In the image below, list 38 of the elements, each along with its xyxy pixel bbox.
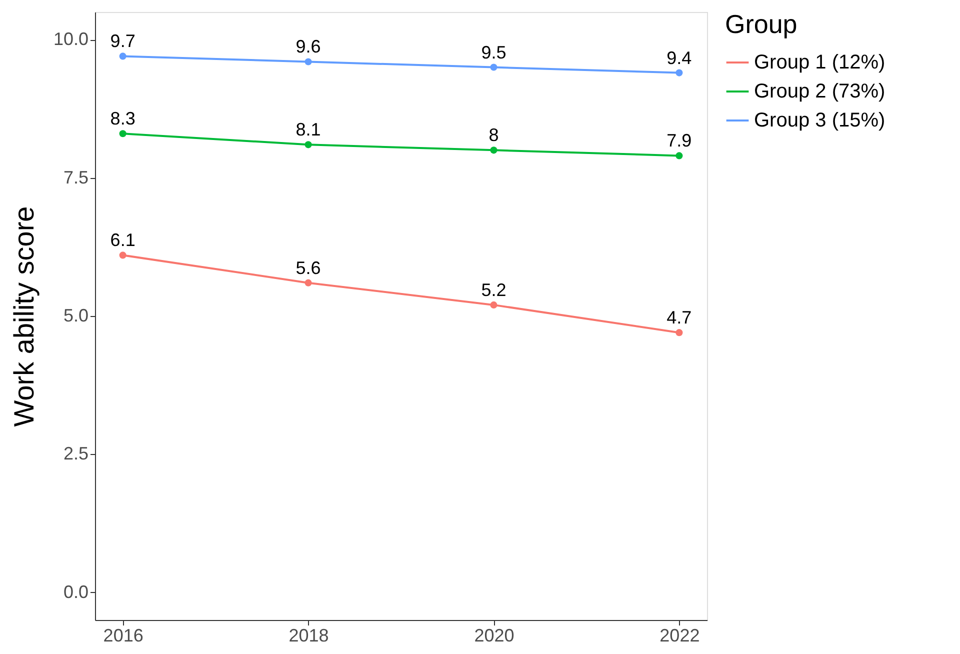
y-tick-label: 0.0 xyxy=(63,582,88,602)
data-label: 6.1 xyxy=(110,230,136,250)
data-label: 9.6 xyxy=(296,36,321,57)
y-axis-title: Work ability score xyxy=(8,206,40,427)
point xyxy=(676,69,683,76)
x-tick-label: 2022 xyxy=(660,626,700,646)
x-tick-label: 2016 xyxy=(103,626,144,646)
point xyxy=(304,279,312,286)
data-label: 8.1 xyxy=(296,120,321,140)
data-label: 9.7 xyxy=(110,31,136,52)
x-tick-label: 2018 xyxy=(288,626,329,646)
data-label: 8 xyxy=(488,125,499,146)
point xyxy=(490,146,498,154)
point xyxy=(676,152,683,160)
data-label: 8.3 xyxy=(110,108,136,129)
data-label: 7.9 xyxy=(666,130,692,151)
data-label: 5.2 xyxy=(481,280,506,300)
y-tick-label: 2.5 xyxy=(63,444,88,464)
x-tick-label: 2020 xyxy=(474,626,514,646)
point xyxy=(119,130,126,138)
legend-label: Group 1 (12%) xyxy=(754,52,886,74)
point xyxy=(304,141,312,148)
point xyxy=(119,52,126,60)
legend-title: Group xyxy=(725,9,798,39)
y-tick-label: 5.0 xyxy=(63,306,88,326)
point xyxy=(490,301,498,308)
data-label: 9.5 xyxy=(481,42,506,62)
y-tick-label: 10.0 xyxy=(53,29,88,50)
data-label: 9.4 xyxy=(666,48,692,68)
point xyxy=(676,329,683,336)
legend-label: Group 2 (73%) xyxy=(754,80,886,102)
point xyxy=(304,58,312,66)
data-label: 4.7 xyxy=(666,308,692,328)
point xyxy=(119,252,126,259)
point xyxy=(490,64,498,71)
y-tick-label: 7.5 xyxy=(63,167,88,188)
data-label: 5.6 xyxy=(296,258,321,278)
legend-label: Group 3 (15%) xyxy=(754,110,886,132)
